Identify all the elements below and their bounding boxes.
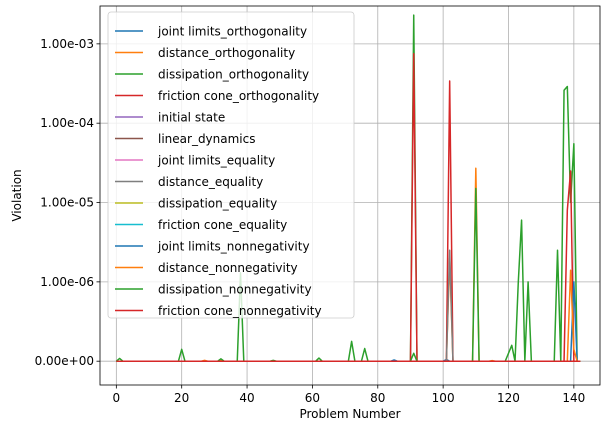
x-axis: 0 20 40 60 80 100 120 140 [113, 385, 585, 405]
legend-label: distance_nonnegativity [158, 261, 298, 275]
legend-label: joint limits_equality [157, 154, 275, 168]
x-tick-label: 80 [370, 391, 385, 405]
legend-label: initial state [158, 111, 225, 125]
legend-label: dissipation_equality [158, 197, 277, 211]
x-tick-label: 100 [432, 391, 455, 405]
y-tick-label: 1.00e-03 [40, 37, 94, 51]
legend-label: distance_orthogonality [158, 46, 295, 60]
legend-label: dissipation_nonnegativity [158, 283, 312, 297]
y-axis: 0.00e+00 1.00e-06 1.00e-05 1.00e-04 1.00e-03 [35, 37, 100, 368]
y-tick-label: 1.00e-06 [40, 275, 94, 289]
y-axis-label: Violation [10, 169, 24, 221]
plot-frame [99, 5, 601, 386]
legend-box [107, 11, 355, 319]
y-tick-label: 1.00e-05 [40, 196, 94, 210]
legend-label: joint limits_orthogonality [157, 25, 307, 39]
series-line-friction-cone-orthogonality [116, 53, 581, 362]
legend-label: joint limits_nonnegativity [157, 240, 310, 254]
x-tick-label: 120 [497, 391, 520, 405]
legend: joint limits_orthogonality distance_ortho… [107, 11, 355, 319]
x-tick-label: 0 [113, 391, 121, 405]
legend-label: linear_dynamics [158, 132, 256, 146]
legend-label: friction cone_equality [158, 218, 287, 232]
x-tick-label: 140 [562, 391, 585, 405]
x-tick-label: 40 [239, 391, 254, 405]
legend-label: friction cone_orthogonality [158, 89, 319, 103]
x-axis-label: Problem Number [299, 407, 400, 421]
y-tick-label: 1.00e-04 [40, 116, 94, 130]
legend-label: distance_equality [158, 175, 263, 189]
x-tick-label: 60 [305, 391, 320, 405]
y-tick-label: 0.00e+00 [35, 354, 94, 368]
legend-label: friction cone_nonnegativity [158, 304, 322, 318]
series-layer [115, 14, 581, 362]
x-tick-label: 20 [174, 391, 189, 405]
legend-label: dissipation_orthogonality [158, 68, 309, 82]
